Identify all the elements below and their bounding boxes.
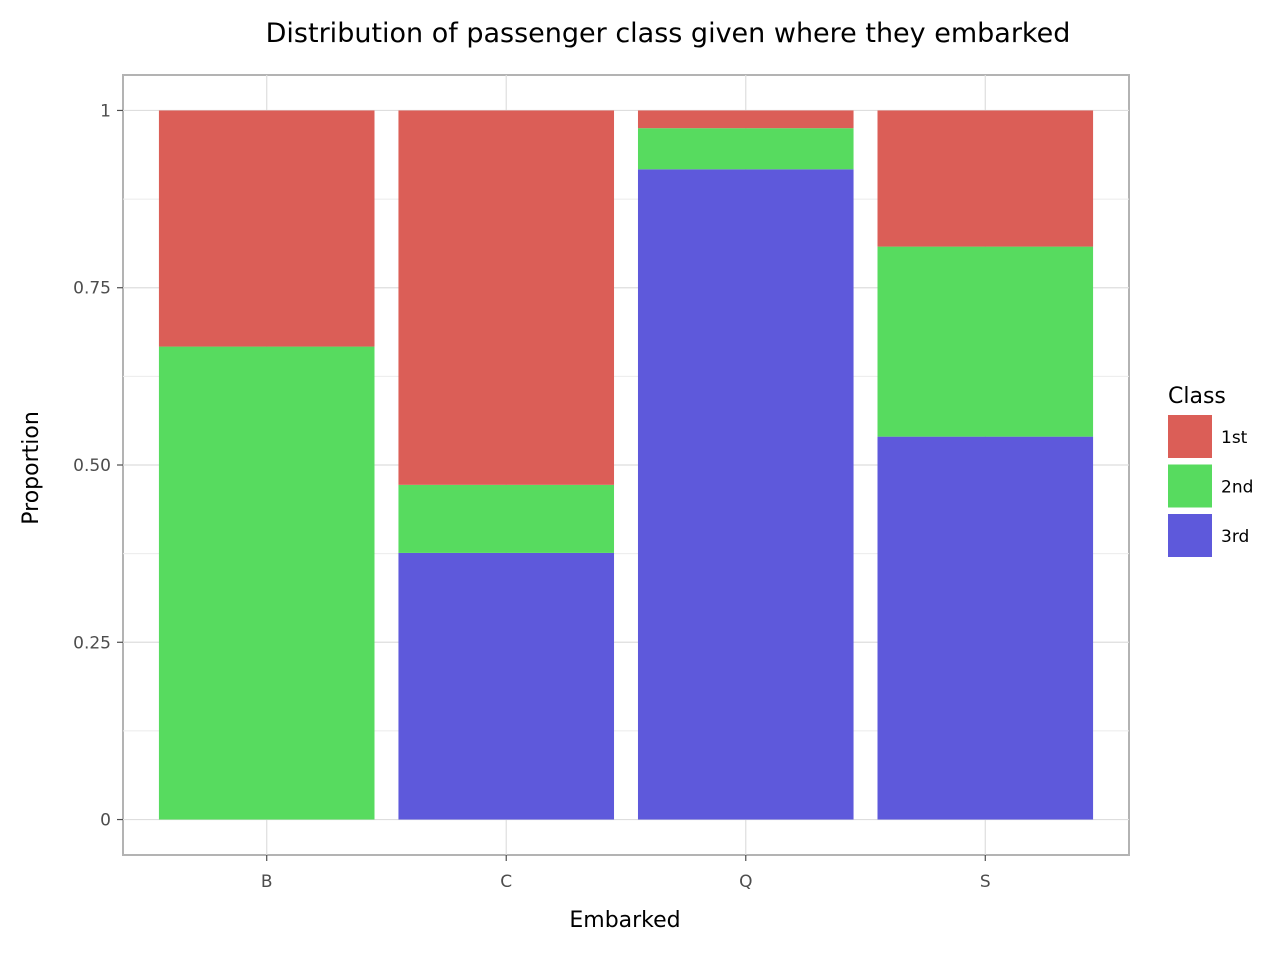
legend-key-1st [1168,415,1212,458]
bar-segment-S-1st [877,110,1094,247]
y-tick-label: 0.50 [73,456,111,476]
x-tick-label: B [261,872,273,892]
bar-segment-B-2nd [158,346,375,820]
bar-segment-Q-2nd [637,128,854,170]
bar-segment-Q-3rd [637,169,854,820]
x-tick-label: C [500,872,512,892]
y-tick-label: 0.75 [73,279,111,299]
bar-segment-C-3rd [398,552,615,820]
bar-segment-S-3rd [877,436,1094,820]
bar-segment-B-1st [158,110,375,347]
legend-title: Class [1168,384,1226,409]
legend-label-2nd: 2nd [1221,478,1253,498]
y-axis-title: Proportion [19,411,44,525]
y-axis: 0 0.25 0.50 0.75 1 [73,101,123,831]
legend-key-2nd [1168,464,1212,508]
y-tick-label: 0.25 [73,633,111,653]
chart-title: Distribution of passenger class given wh… [266,18,1071,49]
y-tick-label: 1 [100,101,111,121]
legend: Class 1st 2nd 3rd [1168,384,1253,557]
bar-segment-Q-1st [637,110,854,129]
y-tick-label: 0 [100,811,111,831]
bar-segment-C-2nd [398,484,615,553]
bar-segment-S-2nd [877,246,1094,437]
legend-label-1st: 1st [1221,428,1248,448]
x-axis-title: Embarked [569,908,680,933]
legend-key-3rd [1168,514,1212,557]
legend-label-3rd: 3rd [1221,527,1249,547]
bars [158,110,1094,820]
x-tick-label: Q [739,872,752,892]
x-tick-label: S [980,872,991,892]
bar-segment-C-1st [398,110,615,485]
